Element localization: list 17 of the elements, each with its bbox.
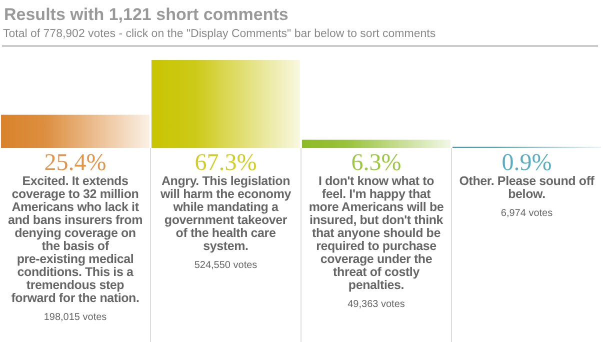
data-label: 25.4% bbox=[44, 150, 106, 176]
bar bbox=[1, 114, 150, 148]
data-label: 0.9% bbox=[502, 150, 552, 176]
chart-title: Results with 1,121 short comments bbox=[4, 5, 288, 24]
data-label: 6.3% bbox=[351, 150, 402, 176]
text: 49,363 votes bbox=[348, 299, 405, 310]
category-label: I don't know what to feel. I'm happy that more Americans will be insured, but don't think that anyone should be required to purchase coverage under the threat of costly penalties. bbox=[308, 174, 444, 292]
text: 524,550 votes bbox=[194, 260, 258, 271]
data-label: 67.3% bbox=[194, 150, 257, 176]
text: 6,974 votes bbox=[500, 208, 553, 219]
x-tick-label: Angry. This legislation will harm the economy while mandating a government takeover of the health care system. bbox=[159, 174, 292, 253]
category-label: Excited. It extends coverage to 32 million Americans who lack it and bans insurers from denying coverage on the basis of pre-existing medical conditions. This is a tremendous step forward for the nation. bbox=[8, 174, 143, 305]
text: 198,015 votes bbox=[44, 312, 107, 323]
chart-subtitle: Total of 778,902 votes - click on the "Display Comments" bar below to sort comments bbox=[3, 28, 436, 40]
bar bbox=[152, 60, 300, 148]
x-tick-label: Other. Please sound off below. bbox=[459, 174, 596, 201]
bar bbox=[302, 140, 450, 148]
